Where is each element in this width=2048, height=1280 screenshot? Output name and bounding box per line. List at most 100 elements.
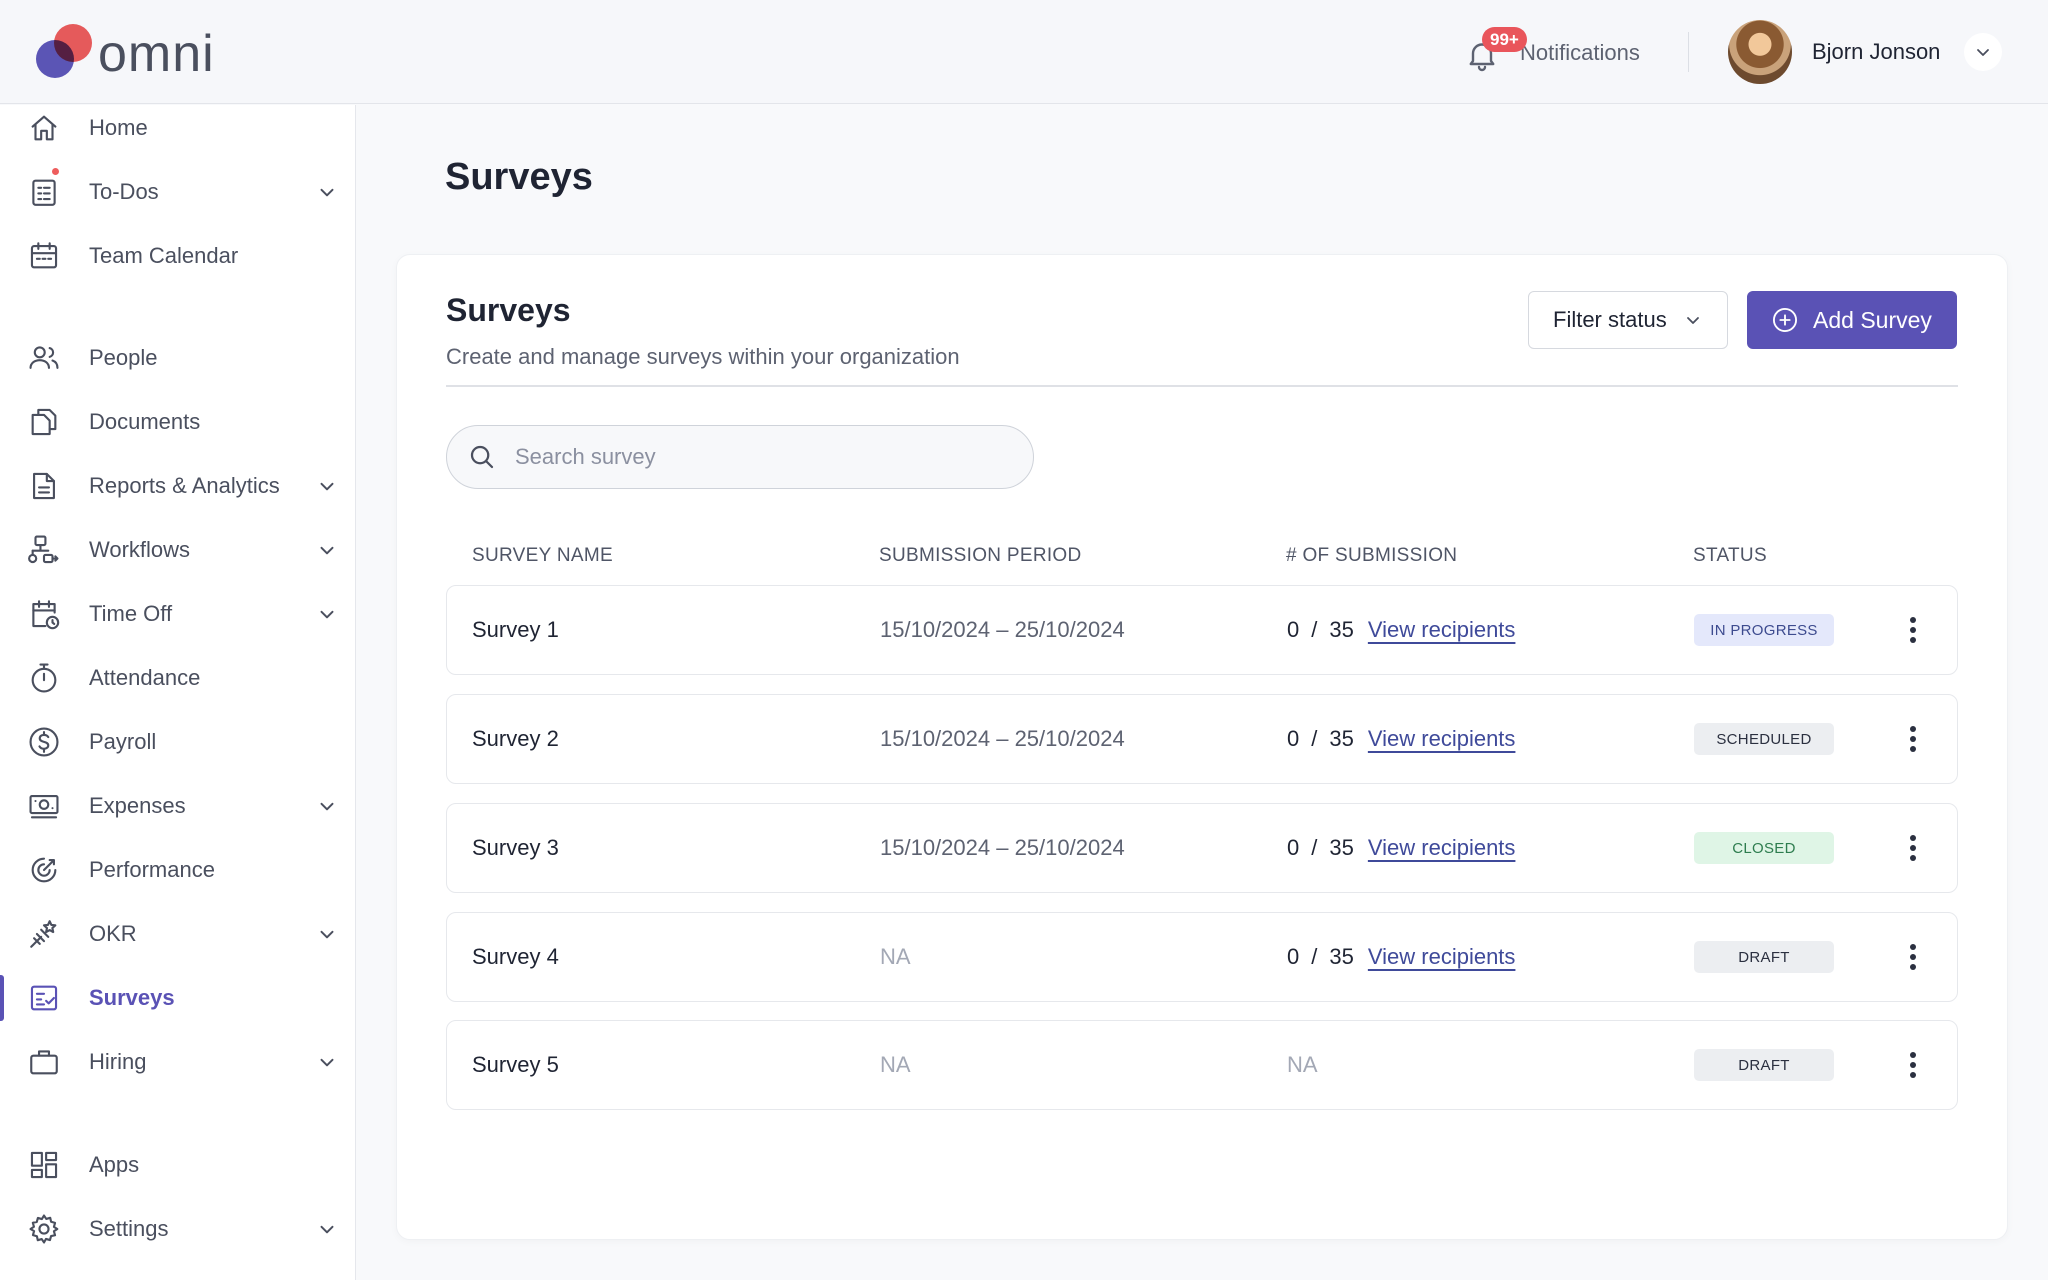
- sidebar-item-payroll[interactable]: Payroll: [0, 715, 355, 769]
- dollar-icon: [26, 724, 62, 760]
- separator: /: [1311, 835, 1318, 860]
- sidebar-item-team-calendar[interactable]: Team Calendar: [0, 229, 355, 283]
- more-options-icon[interactable]: [1893, 937, 1933, 977]
- status-badge: IN PROGRESS: [1694, 614, 1834, 646]
- sidebar-item-label: Workflows: [89, 537, 191, 562]
- sidebar-item-label: Apps: [89, 1152, 140, 1177]
- page-title: Surveys: [445, 156, 593, 198]
- sidebar-item-label: Surveys: [89, 985, 175, 1010]
- add-survey-label: Add Survey: [1813, 306, 1932, 333]
- card-title: Surveys: [446, 292, 571, 328]
- more-options-icon[interactable]: [1893, 828, 1933, 868]
- submission-count: 0 / 35 View recipients: [1287, 913, 1515, 1001]
- table-row[interactable]: Survey 3 15/10/2024 – 25/10/2024 0 / 35 View …: [446, 803, 1958, 893]
- submission-period: 15/10/2024 – 25/10/2024: [880, 726, 1125, 751]
- sidebar-item-label: Attendance: [89, 665, 201, 690]
- table-row[interactable]: Survey 1 15/10/2024 – 25/10/2024 0 / 35 View …: [446, 585, 1958, 675]
- logo-mark-icon: [36, 24, 92, 80]
- omni-logo[interactable]: omni: [36, 22, 215, 82]
- table-row[interactable]: Survey 4 NA 0 / 35 View recipients DRAFT: [446, 912, 1958, 1002]
- total-count: 35: [1329, 617, 1354, 642]
- sidebar-item-settings[interactable]: Settings: [0, 1202, 355, 1256]
- table-row[interactable]: Survey 2 15/10/2024 – 25/10/2024 0 / 35 View …: [446, 694, 1958, 784]
- survey-name: Survey 3: [472, 835, 559, 860]
- submitted-count: 0: [1287, 726, 1300, 751]
- sidebar-item-expenses[interactable]: Expenses: [0, 779, 355, 833]
- sidebar-item-people[interactable]: People: [0, 331, 355, 385]
- view-recipients-link[interactable]: View recipients: [1367, 617, 1516, 642]
- survey-name: Survey 4: [472, 944, 559, 969]
- okr-icon: [26, 916, 62, 952]
- search-input[interactable]: [515, 444, 995, 470]
- view-recipients-link[interactable]: View recipients: [1367, 944, 1516, 969]
- bell-icon: 99+: [1464, 27, 1527, 73]
- chevron-down-icon[interactable]: [316, 181, 338, 203]
- sidebar: Home To-Dos Team Calendar People Documents Re…: [0, 105, 356, 1280]
- sidebar-item-hiring[interactable]: Hiring: [0, 1035, 355, 1089]
- add-survey-button[interactable]: Add Survey: [1747, 291, 1957, 349]
- sidebar-item-label: Documents: [89, 409, 201, 434]
- submitted-count: 0: [1287, 835, 1300, 860]
- sidebar-item-apps[interactable]: Apps: [0, 1138, 355, 1192]
- sidebar-item-attendance[interactable]: Attendance: [0, 651, 355, 705]
- calendar-icon: [26, 238, 62, 274]
- avatar: [1728, 20, 1792, 84]
- submitted-count: 0: [1287, 617, 1300, 642]
- plus-circle-icon: [1772, 307, 1798, 333]
- documents-icon: [26, 404, 62, 440]
- notifications-button[interactable]: 99+ Notifications: [1464, 26, 1640, 78]
- submission-count: 0 / 35 View recipients: [1287, 586, 1515, 674]
- sidebar-item-label: Reports & Analytics: [89, 473, 280, 498]
- reports-icon: [26, 468, 62, 504]
- user-menu[interactable]: Bjorn Jonson: [1728, 20, 2003, 84]
- chevron-down-icon[interactable]: [1964, 33, 2003, 71]
- filter-status-label: Filter status: [1553, 307, 1667, 332]
- sidebar-item-documents[interactable]: Documents: [0, 395, 355, 449]
- chevron-down-icon[interactable]: [316, 603, 338, 625]
- chevron-down-icon[interactable]: [316, 923, 338, 945]
- table-row[interactable]: Survey 5 NA NA DRAFT: [446, 1020, 1958, 1110]
- notifications-label: Notifications: [1520, 40, 1640, 65]
- submitted-count: 0: [1287, 944, 1300, 969]
- view-recipients-link[interactable]: View recipients: [1367, 835, 1516, 860]
- sidebar-item-reports-analytics[interactable]: Reports & Analytics: [0, 459, 355, 513]
- submission-period: 15/10/2024 – 25/10/2024: [880, 617, 1125, 642]
- chevron-down-icon[interactable]: [316, 1218, 338, 1240]
- more-options-icon[interactable]: [1893, 719, 1933, 759]
- card-subtitle: Create and manage surveys within your or…: [446, 344, 960, 369]
- submission-period: NA: [880, 944, 911, 969]
- sidebar-item-time-off[interactable]: Time Off: [0, 587, 355, 641]
- survey-name: Survey 1: [472, 617, 559, 642]
- total-count: 35: [1329, 835, 1354, 860]
- status-badge: CLOSED: [1694, 832, 1834, 864]
- search-box: [446, 425, 1034, 489]
- logo-text: omni: [98, 25, 215, 83]
- more-options-icon[interactable]: [1893, 610, 1933, 650]
- sidebar-item-label: Payroll: [89, 729, 157, 754]
- filter-status-dropdown[interactable]: Filter status: [1528, 291, 1728, 349]
- search-icon: [470, 445, 494, 469]
- notifications-badge: 99+: [1482, 27, 1527, 52]
- notification-dot: [50, 166, 61, 177]
- separator: /: [1311, 944, 1318, 969]
- submission-count: 0 / 35 View recipients: [1287, 695, 1515, 783]
- status-badge: DRAFT: [1694, 1049, 1834, 1081]
- sidebar-item-performance[interactable]: Performance: [0, 843, 355, 897]
- status-badge: DRAFT: [1694, 941, 1834, 973]
- sidebar-item-to-dos[interactable]: To-Dos: [0, 165, 355, 219]
- sidebar-item-workflows[interactable]: Workflows: [0, 523, 355, 577]
- time-off-icon: [26, 596, 62, 632]
- gear-icon: [26, 1211, 62, 1247]
- sidebar-item-okr[interactable]: OKR: [0, 907, 355, 961]
- view-recipients-link[interactable]: View recipients: [1367, 726, 1516, 751]
- user-name: Bjorn Jonson: [1812, 39, 1941, 64]
- chevron-down-icon[interactable]: [316, 539, 338, 561]
- chevron-down-icon[interactable]: [316, 795, 338, 817]
- survey-icon: [26, 980, 62, 1016]
- chevron-down-icon[interactable]: [316, 1051, 338, 1073]
- submission-period: 15/10/2024 – 25/10/2024: [880, 835, 1125, 860]
- chevron-down-icon[interactable]: [316, 475, 338, 497]
- sidebar-item-home[interactable]: Home: [0, 101, 355, 155]
- sidebar-item-surveys[interactable]: Surveys: [0, 971, 355, 1025]
- more-options-icon[interactable]: [1893, 1045, 1933, 1085]
